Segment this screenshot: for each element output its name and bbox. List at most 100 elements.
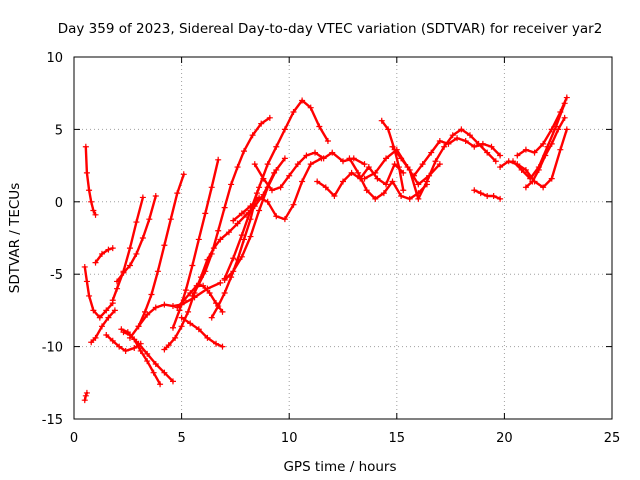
- data-point: [228, 181, 235, 188]
- data-point: [531, 149, 538, 156]
- data-point: [180, 171, 187, 178]
- x-tick-label: 10: [281, 431, 298, 446]
- data-point: [83, 169, 90, 176]
- data-point: [221, 290, 228, 297]
- y-tick-label: 5: [55, 123, 63, 138]
- chart-title: Day 359 of 2023, Sidereal Day-to-day VTE…: [58, 21, 603, 37]
- data-point: [219, 343, 226, 350]
- data-point: [234, 220, 241, 227]
- data-point: [111, 307, 118, 314]
- data-point: [200, 282, 207, 289]
- series-arc-1: [82, 143, 99, 218]
- data-point: [122, 347, 129, 354]
- data-point: [135, 340, 142, 347]
- data-point: [449, 132, 456, 139]
- series-trace: [176, 284, 224, 313]
- data-point: [329, 149, 336, 156]
- series-arc-32: [514, 94, 570, 159]
- data-point: [109, 245, 116, 252]
- data-point: [484, 149, 491, 156]
- data-point: [441, 143, 448, 150]
- data-point: [398, 193, 405, 200]
- x-tick-label: 5: [177, 431, 185, 446]
- data-point: [161, 301, 168, 308]
- data-point: [81, 397, 88, 404]
- data-point: [241, 236, 248, 243]
- data-point: [135, 323, 142, 330]
- data-point: [563, 94, 570, 101]
- data-point: [213, 340, 220, 347]
- series-trace: [171, 158, 220, 329]
- data-point: [109, 297, 116, 304]
- data-point: [195, 281, 202, 288]
- y-axis-label: SDTVAR / TECUs: [7, 183, 23, 293]
- data-point: [98, 323, 105, 330]
- series-trace: [223, 157, 287, 282]
- data-point: [185, 308, 192, 315]
- data-point: [90, 207, 97, 214]
- data-point: [126, 262, 133, 269]
- data-point: [92, 334, 99, 341]
- data-point: [105, 314, 112, 321]
- y-tick-label: 10: [46, 51, 63, 66]
- data-point: [230, 268, 237, 275]
- data-point: [161, 369, 168, 376]
- data-point: [454, 135, 461, 142]
- data-point: [518, 166, 525, 173]
- data-point: [88, 198, 95, 205]
- data-point: [157, 381, 164, 388]
- plot-frame: [73, 56, 613, 420]
- data-point: [195, 236, 202, 243]
- data-point: [548, 126, 555, 133]
- data-point: [273, 143, 280, 150]
- data-point: [471, 187, 478, 194]
- data-point: [202, 210, 209, 217]
- series-arc-22: [251, 149, 368, 194]
- data-point: [484, 193, 491, 200]
- data-point: [114, 278, 121, 285]
- data-point: [266, 114, 273, 121]
- data-point: [307, 104, 314, 111]
- axis-ticks: 0 5 10 15 20 25 -15 -10 -5 0 5 10: [42, 51, 621, 446]
- series-arc-17: [189, 114, 273, 299]
- data-point: [290, 109, 297, 116]
- data-point: [83, 389, 90, 396]
- data-point: [215, 156, 222, 163]
- data-point: [374, 175, 381, 182]
- data-point: [415, 195, 422, 202]
- data-point: [294, 161, 301, 168]
- data-point: [249, 132, 256, 139]
- data-point: [314, 178, 321, 185]
- data-point: [557, 109, 564, 116]
- series-trace: [137, 173, 186, 328]
- data-point: [286, 172, 293, 179]
- data-point: [260, 175, 267, 182]
- series-trace: [105, 333, 142, 353]
- data-point: [372, 195, 379, 202]
- series-trace: [94, 246, 114, 264]
- y-tick-label: -10: [42, 341, 63, 356]
- data-point: [400, 187, 407, 194]
- data-point: [133, 250, 140, 257]
- x-tick-label: 0: [70, 431, 78, 446]
- series-arc-11: [126, 279, 224, 341]
- data-point: [81, 263, 88, 270]
- data-point: [169, 378, 176, 385]
- series-arc-5: [92, 245, 116, 266]
- data-point: [230, 217, 237, 224]
- data-point: [385, 126, 392, 133]
- data-point: [423, 178, 430, 185]
- data-point: [189, 262, 196, 269]
- data-point: [548, 140, 555, 147]
- series-arc-33: [522, 114, 568, 191]
- data-point: [247, 203, 254, 210]
- data-point: [238, 210, 245, 217]
- data-point: [372, 169, 379, 176]
- series-arc-4: [88, 307, 118, 346]
- data-point: [167, 216, 174, 223]
- data-point: [178, 314, 185, 321]
- data-point: [174, 190, 181, 197]
- data-point: [251, 161, 258, 168]
- data-point: [86, 187, 93, 194]
- data-point: [391, 161, 398, 168]
